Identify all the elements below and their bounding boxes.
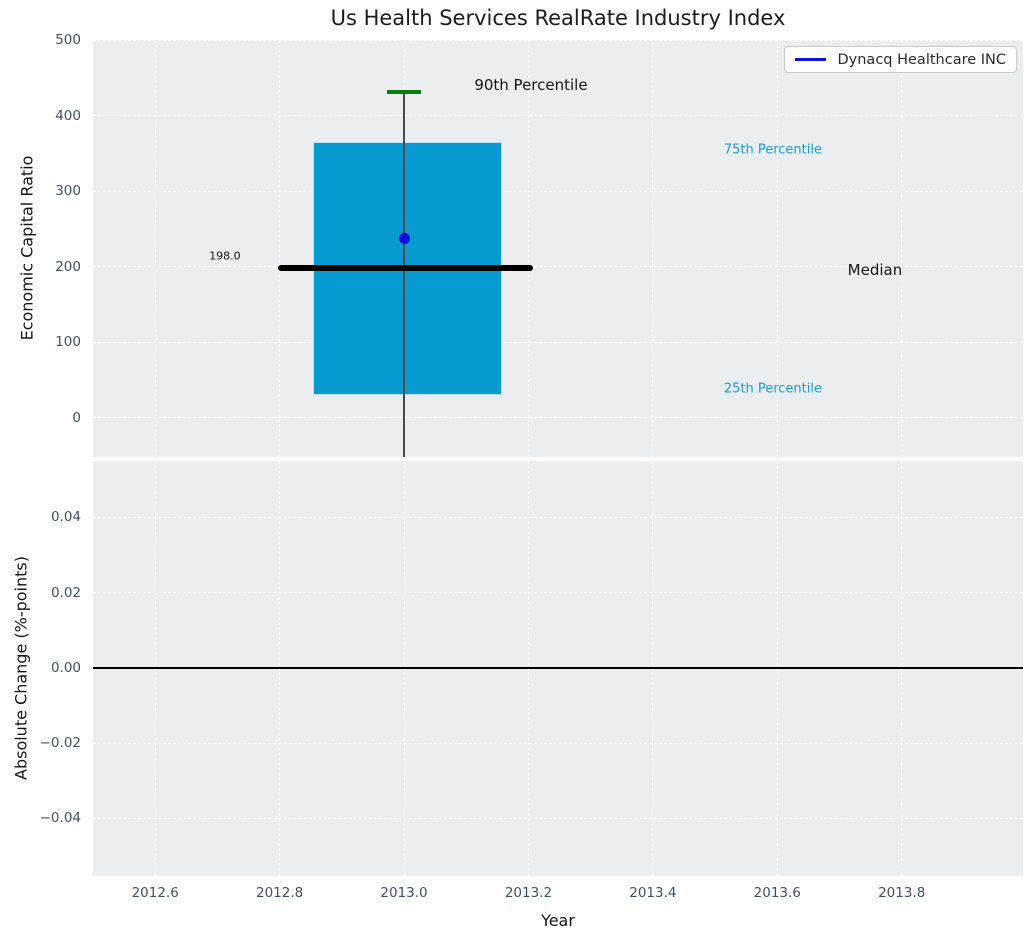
y-tick-label: 0.04 [50, 509, 81, 526]
legend: Dynacq Healthcare INC [783, 46, 1017, 73]
data-point [398, 233, 410, 245]
gridline-horizontal [93, 516, 1023, 518]
y-tick-label: 0.02 [50, 584, 81, 601]
bottom-axes [93, 461, 1023, 876]
gridline-vertical [652, 40, 654, 457]
gridline-vertical [279, 40, 281, 457]
y-tick-label: 400 [55, 107, 81, 124]
p75-label: 75th Percentile [723, 142, 822, 158]
gridline-horizontal [93, 742, 1023, 744]
gridline-vertical [901, 40, 903, 457]
zero-line [93, 666, 1023, 669]
gridline-vertical [527, 40, 529, 457]
y-tick-label: 300 [55, 183, 81, 200]
whisker-line [403, 92, 405, 457]
x-tick-label: 2012.6 [131, 885, 179, 901]
x-tick-label: 2013.8 [878, 885, 926, 901]
x-tick-label: 2013.6 [753, 885, 801, 901]
legend-line-swatch [794, 58, 826, 61]
x-axis-label: Year [541, 911, 575, 930]
gridline-vertical [154, 40, 156, 457]
p25-label: 25th Percentile [723, 381, 822, 397]
y-tick-label: 500 [55, 32, 81, 48]
gridline-vertical [776, 40, 778, 457]
x-tick-label: 2013.0 [380, 885, 428, 901]
p90-cap [387, 90, 422, 94]
top-axes: 198.0 90th Percentile 75th Percentile Media… [93, 40, 1023, 457]
p90-label: 90th Percentile [474, 76, 588, 95]
y-tick-label: −0.02 [39, 735, 81, 752]
gridline-horizontal [93, 190, 1023, 192]
y-tick-label: 100 [55, 334, 81, 351]
y-tick-label: −0.04 [39, 810, 81, 827]
gridline-horizontal [93, 417, 1023, 419]
median-value-label: 198.0 [209, 249, 241, 263]
gridline-horizontal [93, 40, 1023, 41]
y-tick-label: 0 [72, 409, 81, 426]
x-tick-label: 2012.8 [255, 885, 304, 901]
gridline-horizontal [93, 592, 1023, 594]
gridline-horizontal [93, 266, 1023, 268]
median-label: Median [847, 260, 903, 279]
x-tick-label: 2013.4 [629, 885, 677, 901]
chart-title: Us Health Services RealRate Industry Ind… [330, 6, 786, 30]
gridline-horizontal [93, 817, 1023, 819]
y-tick-label: 200 [55, 258, 81, 275]
gridline-horizontal [93, 115, 1023, 117]
gridline-horizontal [93, 341, 1023, 343]
median-line [277, 264, 533, 272]
legend-label: Dynacq Healthcare INC [837, 51, 1007, 68]
y-tick-label: 0.00 [50, 659, 81, 676]
x-tick-label: 2013.2 [504, 885, 553, 901]
